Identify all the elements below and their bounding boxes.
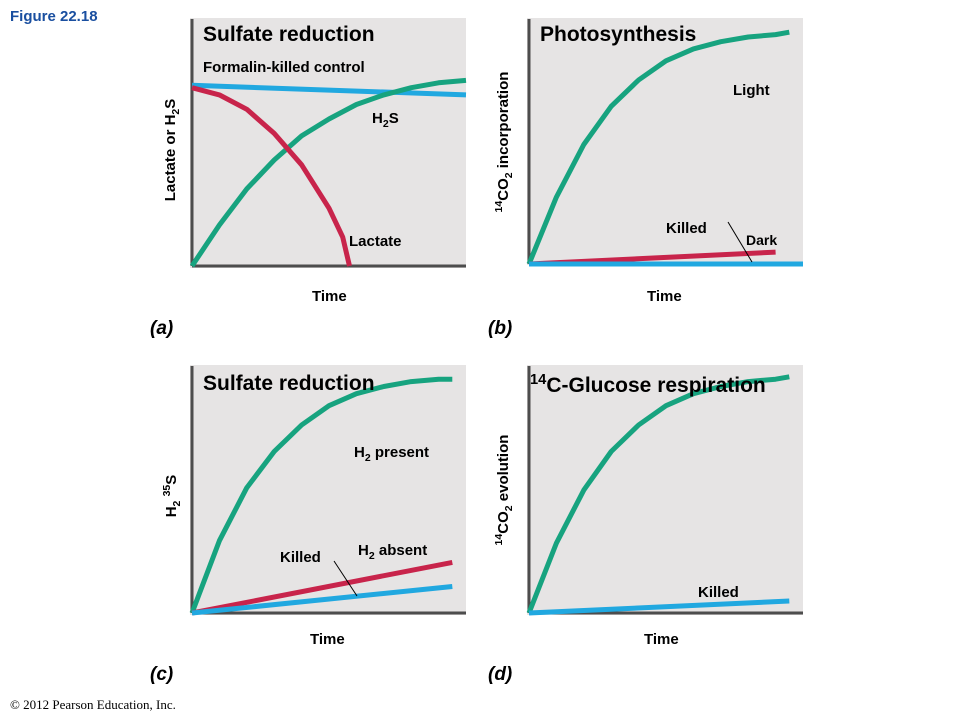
annotation-h2-absent: H2 absent [358, 542, 428, 562]
panel-a-title: Sulfate reduction [203, 23, 375, 46]
series-line-glucose-respired [526, 374, 790, 614]
annotation-dark: Dark [746, 232, 778, 248]
panel-a-tag: (a) [150, 318, 174, 339]
panel-a-x-axis-label: Time [312, 288, 347, 305]
annotation-killed-b: Killed [666, 220, 707, 237]
annotation-h2-present: H2 present [354, 444, 430, 464]
panel-a-background [190, 18, 466, 268]
panel-d-y-axis-label: 14CO2 evolution [493, 434, 515, 546]
series-line-h2s [189, 77, 467, 268]
series-line-light [526, 29, 790, 265]
panel-d-x-axis-label: Time [644, 631, 679, 648]
panel-c-x-axis-label: Time [310, 631, 345, 648]
figure-label: Figure 22.18 [10, 8, 98, 25]
series-line-h2-present [189, 376, 453, 614]
panel-c-tag: (c) [150, 664, 174, 685]
series-line-lactate [191, 85, 352, 267]
leader-line-killed-b [727, 221, 753, 263]
panel-c-y-axis-label: H2 35S [161, 474, 183, 518]
annotation-light: Light [733, 82, 770, 99]
panel-b-title: Photosynthesis [540, 23, 697, 46]
series-line-h2-absent [191, 559, 453, 616]
series-line-formalin-killed-control [191, 82, 467, 98]
panel-b-x-axis-label: Time [647, 288, 682, 305]
panel-d-tag: (d) [488, 664, 513, 685]
panel-c-title: Sulfate reduction [203, 372, 375, 395]
annotation-killed-c: Killed [280, 549, 321, 566]
annotation-h2s: H2S [372, 110, 399, 130]
series-line-killed [528, 598, 790, 616]
annotation-formalin-killed-control: Formalin-killed control [203, 59, 365, 76]
copyright-notice: © 2012 Pearson Education, Inc. [10, 697, 176, 712]
leader-line-killed-c [333, 560, 358, 597]
panel-a-y-axis-label: Lactate or H2S [162, 98, 182, 202]
series-line-killed [191, 584, 453, 616]
panel-d-title: 14C-Glucose respiration [530, 372, 766, 397]
panel-b-y-axis-label: 14CO2 incorporation [493, 71, 515, 213]
panel-b-tag: (b) [488, 318, 513, 339]
annotation-lactate: Lactate [349, 233, 402, 250]
annotation-killed-d: Killed [698, 584, 739, 601]
